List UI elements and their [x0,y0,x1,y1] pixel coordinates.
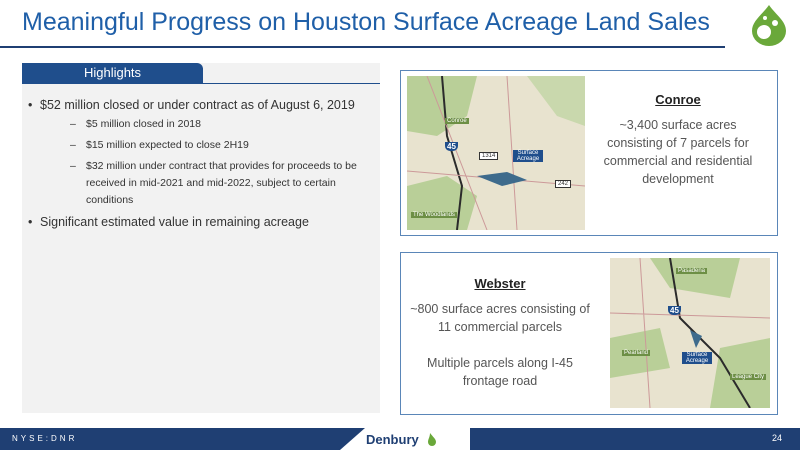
map-shield: 45 [668,306,681,315]
footer-ticker: NYSE:DNR [12,434,78,443]
sub-bullet: $32 million under contract that provides… [40,158,373,209]
title-rule [0,46,725,48]
map-label: 1314 [479,152,499,160]
logo [752,5,786,46]
webster-map: Pasadena 45 Pearland Surface Acreage Lea… [610,258,770,408]
map-shield: 45 [445,142,458,151]
map-label: Surface Acreage [513,150,543,162]
page-number: 24 [772,433,783,443]
conroe-text: ~3,400 surface acres consisting of 7 par… [603,118,753,186]
map-graphic [407,76,585,230]
highlights-tab: Highlights [22,63,203,83]
conroe-heading: Conroe [655,92,701,107]
sub-bullet: $15 million expected to close 2H19 [40,137,373,154]
webster-text: ~800 surface acres consisting of 11 comm… [410,302,590,334]
bullet-text: $52 million closed or under contract as … [40,98,355,112]
map-label: League City [730,374,767,380]
bullet-list: $52 million closed or under contract as … [28,98,373,235]
map-label: Pasadena [676,268,708,274]
bullet: Significant estimated value in remaining… [28,215,373,229]
footer-company: Denbury [366,432,419,447]
map-label: The Woodlands [411,212,457,218]
map-label: Conroe [445,118,469,124]
webster-text: Multiple parcels along I-45 frontage roa… [427,356,573,388]
webster-heading: Webster [474,276,526,291]
map-label: Pearland [622,350,651,356]
map-label: 242 [555,180,572,188]
map-graphic [610,258,770,408]
slide-title: Meaningful Progress on Houston Surface A… [22,8,710,36]
conroe-map: Conroe 45 1314 Surface Acreage 242 The W… [407,76,585,230]
bullet: $52 million closed or under contract as … [28,98,373,209]
map-label: Surface Acreage [682,352,712,364]
sub-bullet: $5 million closed in 2018 [40,116,373,133]
footer-wedge [340,428,470,450]
bullet-text: Significant estimated value in remaining… [40,215,309,229]
tab-rule [22,83,380,84]
